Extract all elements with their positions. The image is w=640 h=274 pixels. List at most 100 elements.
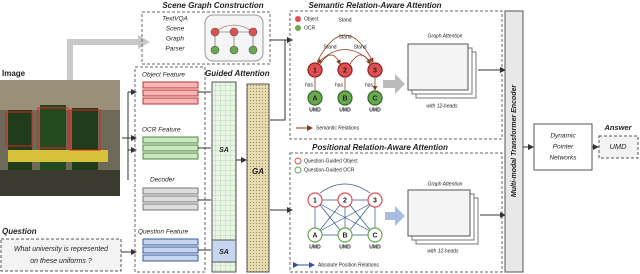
legend-label: Question-Guided OCR	[304, 167, 355, 173]
node-label: 2	[343, 67, 347, 74]
node-label: C	[372, 95, 377, 102]
semantic-title: Semantic Relation-Aware Attention	[308, 1, 441, 10]
ocr-feature	[142, 136, 199, 160]
feature-label: Object Feature	[142, 72, 185, 79]
ga-block	[246, 83, 270, 273]
parser-text: Parser	[165, 46, 185, 53]
mini-graph-nodes	[210, 24, 258, 55]
semantic-nodes: 1 A UMD 2 B UMD 3 C UMD	[307, 62, 383, 113]
node-label: 2	[343, 197, 347, 204]
ocr-node	[367, 227, 383, 243]
object-node	[307, 192, 323, 208]
legend-label: Object	[304, 16, 319, 22]
question-box	[0, 238, 122, 272]
pointer-label: Pointer	[553, 144, 574, 151]
ocr-token: UMD	[309, 107, 321, 113]
object-node	[337, 192, 353, 208]
ocr-token: UMD	[309, 244, 321, 250]
edge-label: has	[335, 82, 344, 88]
semantic-box	[289, 10, 503, 140]
object-feature	[142, 81, 199, 105]
ga-label: GA	[252, 167, 264, 176]
legend-marker	[294, 166, 302, 174]
attention-head	[407, 43, 469, 91]
photo	[0, 80, 120, 196]
object-node	[307, 62, 323, 78]
arrow-head	[138, 35, 150, 49]
node-label: 1	[313, 197, 317, 204]
question-text: on these uniforms ?	[30, 258, 92, 265]
ocr-token: UMD	[339, 244, 351, 250]
legend-label: Semantic Relations	[316, 125, 360, 131]
sa-block-question	[211, 239, 237, 263]
edge-label: Stand	[338, 17, 351, 23]
ocr-node	[337, 227, 353, 243]
answer-text: UMD	[609, 142, 627, 151]
pointer-box	[533, 123, 593, 171]
node-label: B	[342, 232, 347, 239]
scene-graph-title: Scene Graph Construction	[162, 1, 263, 10]
arrow	[270, 37, 293, 121]
question-text: What university is represented	[14, 246, 109, 253]
answer-box	[598, 135, 639, 159]
arrow	[198, 91, 246, 251]
ocr-node	[307, 90, 323, 106]
attention-head	[407, 189, 471, 237]
ocr-token: UMD	[369, 107, 381, 113]
semantic-edges	[314, 34, 375, 90]
positional-nodes: 1 A UMD 2 B UMD 3 C UMD	[307, 192, 383, 250]
legend-marker	[294, 157, 302, 165]
sa-label: SA	[219, 147, 229, 154]
object-node	[367, 62, 383, 78]
object-node	[337, 62, 353, 78]
node-label: 3	[373, 67, 377, 74]
legend-marker	[295, 25, 301, 31]
position-edges	[314, 183, 376, 236]
feature-label: Question Feature	[138, 229, 189, 236]
parser-text: TextVQA	[162, 16, 188, 23]
heads-label: with 12-heads	[426, 103, 458, 109]
node-label: 1	[313, 67, 317, 74]
graph-attention-label: Graph Attention	[428, 181, 463, 187]
ocr-token: UMD	[369, 244, 381, 250]
edge-label: Stand	[338, 34, 351, 40]
decoder-feature	[142, 187, 199, 211]
legend-label: Question-Guided Object	[304, 158, 358, 164]
guided-attention-title: Guided Attention	[205, 69, 270, 78]
legend-label: Absolute Position Relations	[318, 262, 379, 268]
feature-panel	[134, 66, 206, 273]
node-label: C	[372, 232, 377, 239]
arrow	[383, 74, 405, 94]
question-label: Question	[2, 227, 37, 236]
arrow	[67, 39, 140, 80]
image-label: Image	[2, 69, 26, 78]
question-feature	[142, 238, 199, 262]
node-label: A	[312, 95, 317, 102]
node-label: A	[312, 232, 317, 239]
ocr-node	[307, 227, 323, 243]
node-label: B	[342, 95, 347, 102]
edge-label: has	[305, 82, 314, 88]
object-node	[367, 192, 383, 208]
graph-attention-label: Graph Attention	[428, 33, 463, 39]
ocr-node	[367, 90, 383, 106]
edge-label: Stand	[353, 44, 366, 50]
ocr-node	[337, 90, 353, 106]
legend-label: OCR	[304, 25, 316, 31]
pointer-label: Networks	[549, 155, 577, 162]
legend-marker	[295, 16, 301, 22]
arrow	[385, 206, 405, 226]
feature-label: OCR Feature	[142, 127, 181, 134]
answer-label: Answer	[603, 123, 632, 132]
edge-label: has	[365, 82, 374, 88]
node-label: 3	[373, 197, 377, 204]
heads-label: with 12-heads	[427, 248, 459, 254]
parser-text: Graph	[166, 36, 184, 43]
sa-label: SA	[219, 249, 229, 256]
parser-text: Scene	[166, 26, 185, 33]
feature-label: Decoder	[150, 177, 175, 184]
positional-title: Positional Relation-Aware Attention	[312, 143, 448, 152]
edge-label: Stand	[323, 44, 336, 50]
ocr-token: UMD	[339, 107, 351, 113]
